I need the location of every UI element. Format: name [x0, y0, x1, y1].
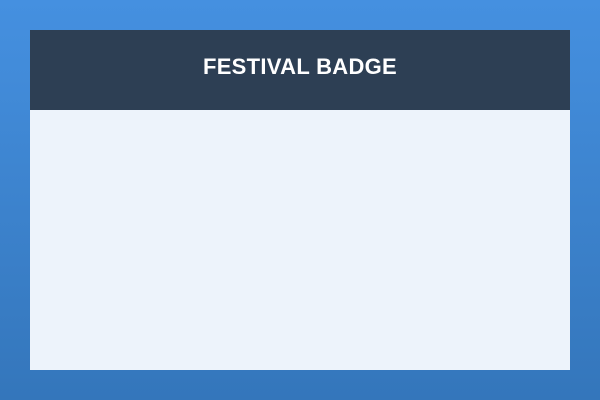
festival-badge-card: FESTIVAL BADGE: [30, 30, 570, 370]
badge-body: [30, 110, 570, 370]
badge-title: FESTIVAL BADGE: [202, 54, 398, 79]
badge-header: FESTIVAL BADGE: [30, 30, 570, 110]
